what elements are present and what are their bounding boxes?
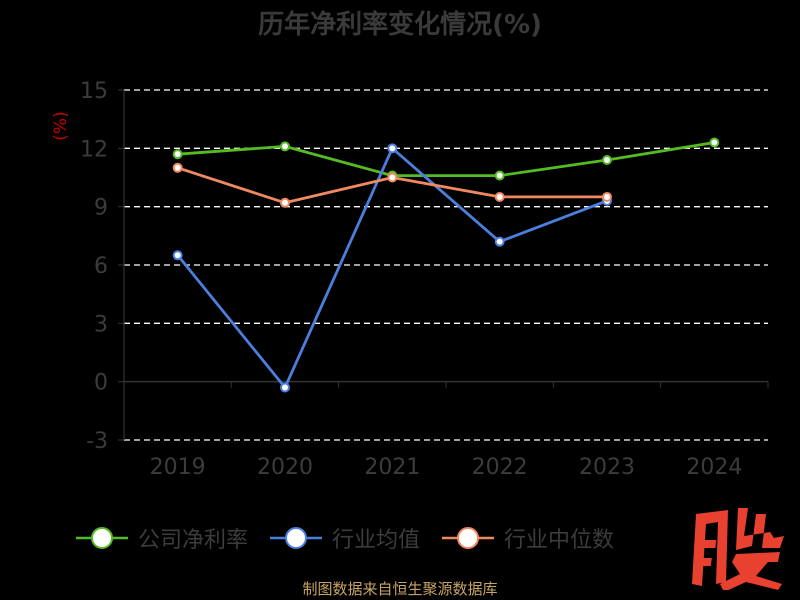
data-point	[494, 236, 505, 247]
x-tick-label: 2019	[150, 455, 206, 480]
x-tick-labels: 2019 2020 2021 2022 2023 2024	[150, 455, 743, 480]
data-point	[602, 191, 612, 202]
y-tick-label: 12	[80, 137, 108, 162]
data-point	[172, 149, 183, 160]
data-point	[387, 143, 398, 154]
axes	[118, 89, 769, 441]
legend-swatch-icon	[269, 527, 322, 549]
data-point	[494, 170, 505, 181]
source-note: 制图数据来自恒生聚源数据库	[302, 580, 498, 598]
data-point	[709, 137, 720, 148]
grid-lines	[124, 89, 768, 441]
x-tick-label: 2024	[686, 455, 742, 480]
data-point	[280, 382, 290, 393]
legend-swatch-icon	[442, 527, 494, 549]
x-tick-label: 2022	[472, 455, 528, 480]
y-axis-unit-label: (%)	[51, 111, 71, 140]
legend-item[interactable]: 行业中位数	[442, 522, 614, 554]
data-point	[280, 141, 290, 152]
data-point	[172, 250, 183, 261]
y-tick-label: -3	[86, 429, 108, 454]
legend-item[interactable]: 公司净利率	[75, 522, 248, 554]
x-tick-label: 2021	[364, 455, 420, 480]
y-tick-label: 15	[80, 79, 108, 104]
series-lines	[172, 137, 720, 393]
series-0	[172, 137, 720, 181]
logo-glyph-icon	[692, 508, 784, 590]
y-tick-label: 9	[94, 196, 108, 221]
data-point	[602, 155, 612, 165]
legend-swatch-icon	[75, 527, 128, 549]
y-tick-labels: -3 0 3 6 9 12 15	[80, 79, 108, 454]
y-tick-label: 3	[94, 312, 108, 337]
x-tick-label: 2020	[257, 455, 313, 480]
y-tick-label: 0	[94, 371, 108, 396]
series-1	[172, 143, 612, 393]
x-tick-label: 2023	[579, 455, 635, 480]
legend-label: 行业中位数	[504, 528, 615, 553]
data-point	[172, 162, 183, 173]
series-line	[176, 146, 608, 389]
logo-stamp	[692, 508, 784, 590]
series-2	[172, 162, 612, 208]
series-line	[177, 141, 715, 177]
data-point	[280, 197, 290, 208]
legend-label: 公司净利率	[137, 528, 248, 553]
y-tick-label: 6	[94, 254, 108, 279]
data-point	[387, 172, 398, 183]
legend-item[interactable]: 行业均值	[269, 522, 420, 554]
legend-label: 行业均值	[331, 528, 420, 553]
data-point	[494, 191, 505, 202]
legend: 公司净利率 行业均值 行业中位数	[0, 518, 690, 558]
chart-title: 历年净利率变化情况(%)	[258, 10, 542, 40]
